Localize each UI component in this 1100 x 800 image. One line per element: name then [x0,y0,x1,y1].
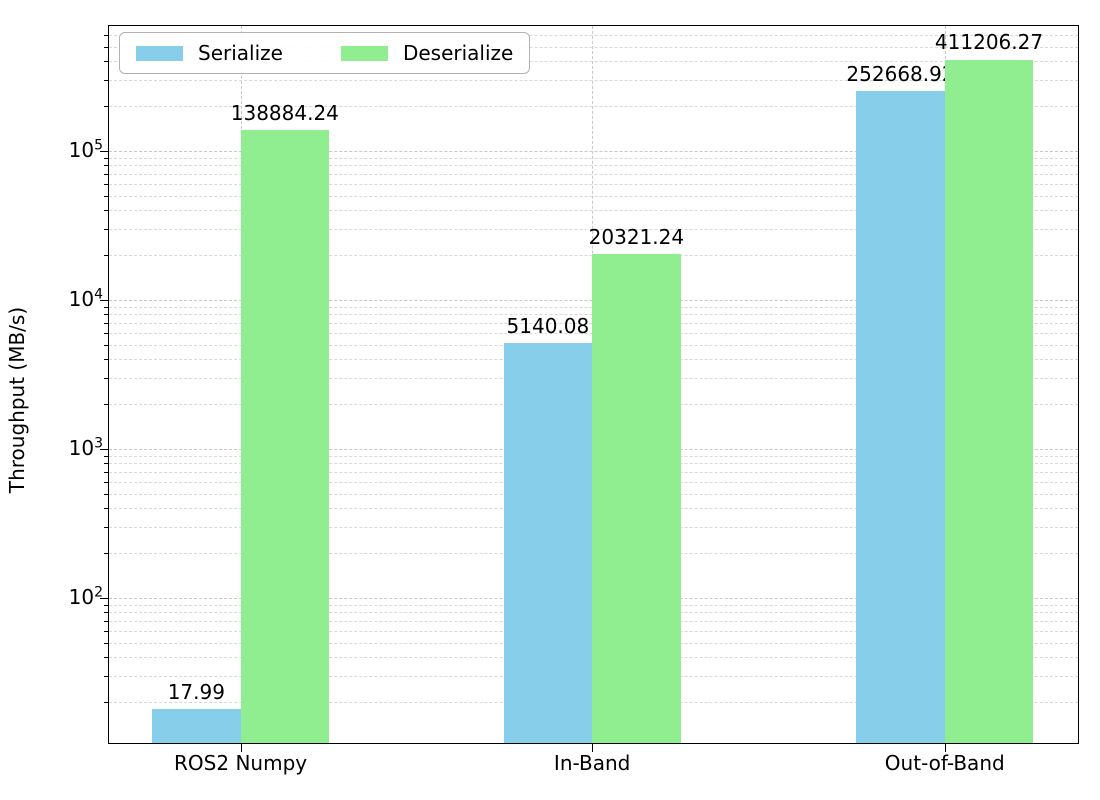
y-minor-tick [104,106,109,108]
legend-label-serialize: Serialize [198,41,283,65]
bar-value-label: 17.99 [167,680,225,704]
minor-gridline [109,157,1078,159]
plot-area: Serialize Deserialize 102 103 104 105 ROS2 N… [69,25,1079,775]
y-minor-tick [104,612,109,614]
y-minor-tick [104,657,109,659]
x-major-tick [240,743,242,752]
y-major-tick [100,299,109,301]
minor-gridline [109,184,1078,186]
y-minor-tick [104,526,109,528]
y-tick-label: 102 [68,584,103,609]
y-minor-tick [104,157,109,159]
y-minor-tick [104,46,109,48]
y-minor-tick [104,482,109,484]
legend-entry-deserialize: Deserialize [340,41,514,65]
y-minor-tick [104,621,109,623]
y-minor-tick [104,210,109,212]
minor-gridline [109,79,1078,81]
minor-gridline [109,210,1078,212]
bar-deserialize-2 [944,59,1034,743]
y-minor-tick [104,508,109,510]
y-minor-tick [104,472,109,474]
bar-value-label: 138884.24 [230,100,339,125]
y-minor-tick [104,323,109,325]
bar-value-label: 411206.27 [934,30,1044,55]
y-axis-title: Throughput (MB/s) [5,306,30,494]
y-minor-tick [104,228,109,230]
bar-deserialize-0 [240,129,330,743]
bar-deserialize-1 [592,254,681,743]
y-tick-label: 104 [68,286,103,311]
y-minor-tick [104,604,109,606]
legend-label-deserialize: Deserialize [402,41,514,65]
y-tick-label: 105 [68,137,103,162]
minor-gridline [109,165,1078,167]
y-minor-tick [104,306,109,308]
y-minor-tick [104,165,109,167]
y-minor-tick [104,35,109,37]
y-major-tick [100,449,109,450]
y-minor-tick [104,184,109,186]
minor-gridline [109,61,1078,63]
y-major-tick [100,150,109,152]
minor-gridline [109,35,1078,37]
x-tick-label: In-Band [553,751,631,775]
bar-serialize-2 [856,91,945,743]
y-minor-tick [104,79,109,81]
serialize-color-swatch [136,45,183,61]
y-minor-tick [104,675,109,677]
y-minor-tick [104,255,109,257]
y-minor-tick [104,455,109,457]
x-major-tick [944,743,946,752]
y-minor-tick [104,195,109,197]
y-minor-tick [104,333,109,335]
deserialize-color-swatch [340,45,388,61]
y-minor-tick [104,553,109,555]
bar-value-label: 5140.08 [506,314,590,339]
y-minor-tick [104,631,109,633]
bar-serialize-1 [503,343,593,743]
minor-gridline [109,106,1078,108]
x-major-tick [592,743,594,752]
minor-gridline [109,46,1078,48]
x-tick-label: Out-of-Band [884,751,1005,775]
y-minor-tick [104,404,109,406]
y-minor-tick [104,314,109,316]
legend-entry-serialize: Serialize [136,42,283,64]
bar-serialize-0 [152,709,241,743]
y-minor-tick [104,61,109,63]
major-gridline [109,150,1078,152]
bar-value-label: 252668.92 [846,62,955,86]
y-minor-tick [104,493,109,495]
y-minor-tick [104,377,109,379]
y-minor-tick [104,174,109,176]
y-minor-tick [104,642,109,644]
y-minor-tick [104,359,109,361]
y-tick-label: 103 [68,435,103,460]
minor-gridline [109,195,1078,197]
minor-gridline [109,174,1078,176]
y-minor-tick [104,344,109,346]
chart-legend: Serialize Deserialize [119,32,531,74]
bar-value-label: 20321.24 [588,225,685,250]
y-major-tick [100,598,109,599]
y-minor-tick [104,702,109,704]
y-minor-tick [104,463,109,465]
x-tick-label: ROS2 Numpy [174,751,308,775]
minor-gridline [109,228,1078,230]
